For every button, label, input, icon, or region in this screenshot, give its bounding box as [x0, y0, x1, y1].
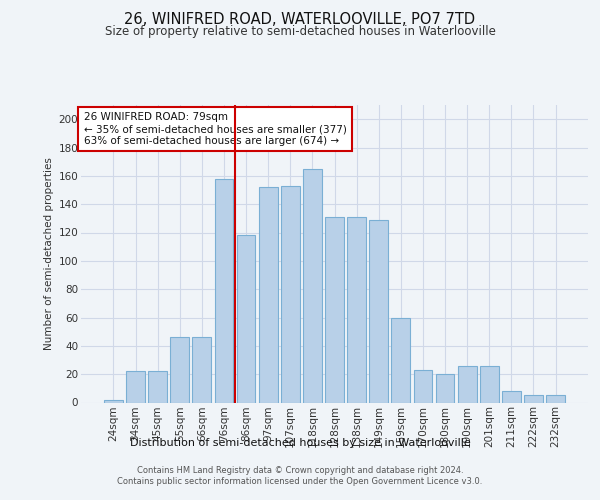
Bar [502, 391, 521, 402]
Text: Contains HM Land Registry data © Crown copyright and database right 2024.: Contains HM Land Registry data © Crown c… [137, 466, 463, 475]
Bar [480, 366, 499, 403]
Bar [126, 372, 145, 402]
Bar [215, 178, 233, 402]
Bar [281, 186, 299, 402]
Text: 26 WINIFRED ROAD: 79sqm
← 35% of semi-detached houses are smaller (377)
63% of s: 26 WINIFRED ROAD: 79sqm ← 35% of semi-de… [83, 112, 346, 146]
Text: Size of property relative to semi-detached houses in Waterlooville: Size of property relative to semi-detach… [104, 25, 496, 38]
Y-axis label: Number of semi-detached properties: Number of semi-detached properties [44, 158, 55, 350]
Bar [391, 318, 410, 402]
Bar [524, 396, 543, 402]
Text: Distribution of semi-detached houses by size in Waterlooville: Distribution of semi-detached houses by … [130, 438, 470, 448]
Bar [436, 374, 454, 402]
Text: Contains public sector information licensed under the Open Government Licence v3: Contains public sector information licen… [118, 478, 482, 486]
Bar [413, 370, 433, 402]
Bar [193, 338, 211, 402]
Bar [148, 372, 167, 402]
Bar [546, 396, 565, 402]
Bar [325, 217, 344, 402]
Bar [104, 400, 123, 402]
Bar [458, 366, 476, 403]
Bar [347, 217, 366, 402]
Text: 26, WINIFRED ROAD, WATERLOOVILLE, PO7 7TD: 26, WINIFRED ROAD, WATERLOOVILLE, PO7 7T… [124, 12, 476, 28]
Bar [236, 236, 256, 402]
Bar [170, 338, 189, 402]
Bar [259, 187, 278, 402]
Bar [370, 220, 388, 402]
Bar [303, 169, 322, 402]
